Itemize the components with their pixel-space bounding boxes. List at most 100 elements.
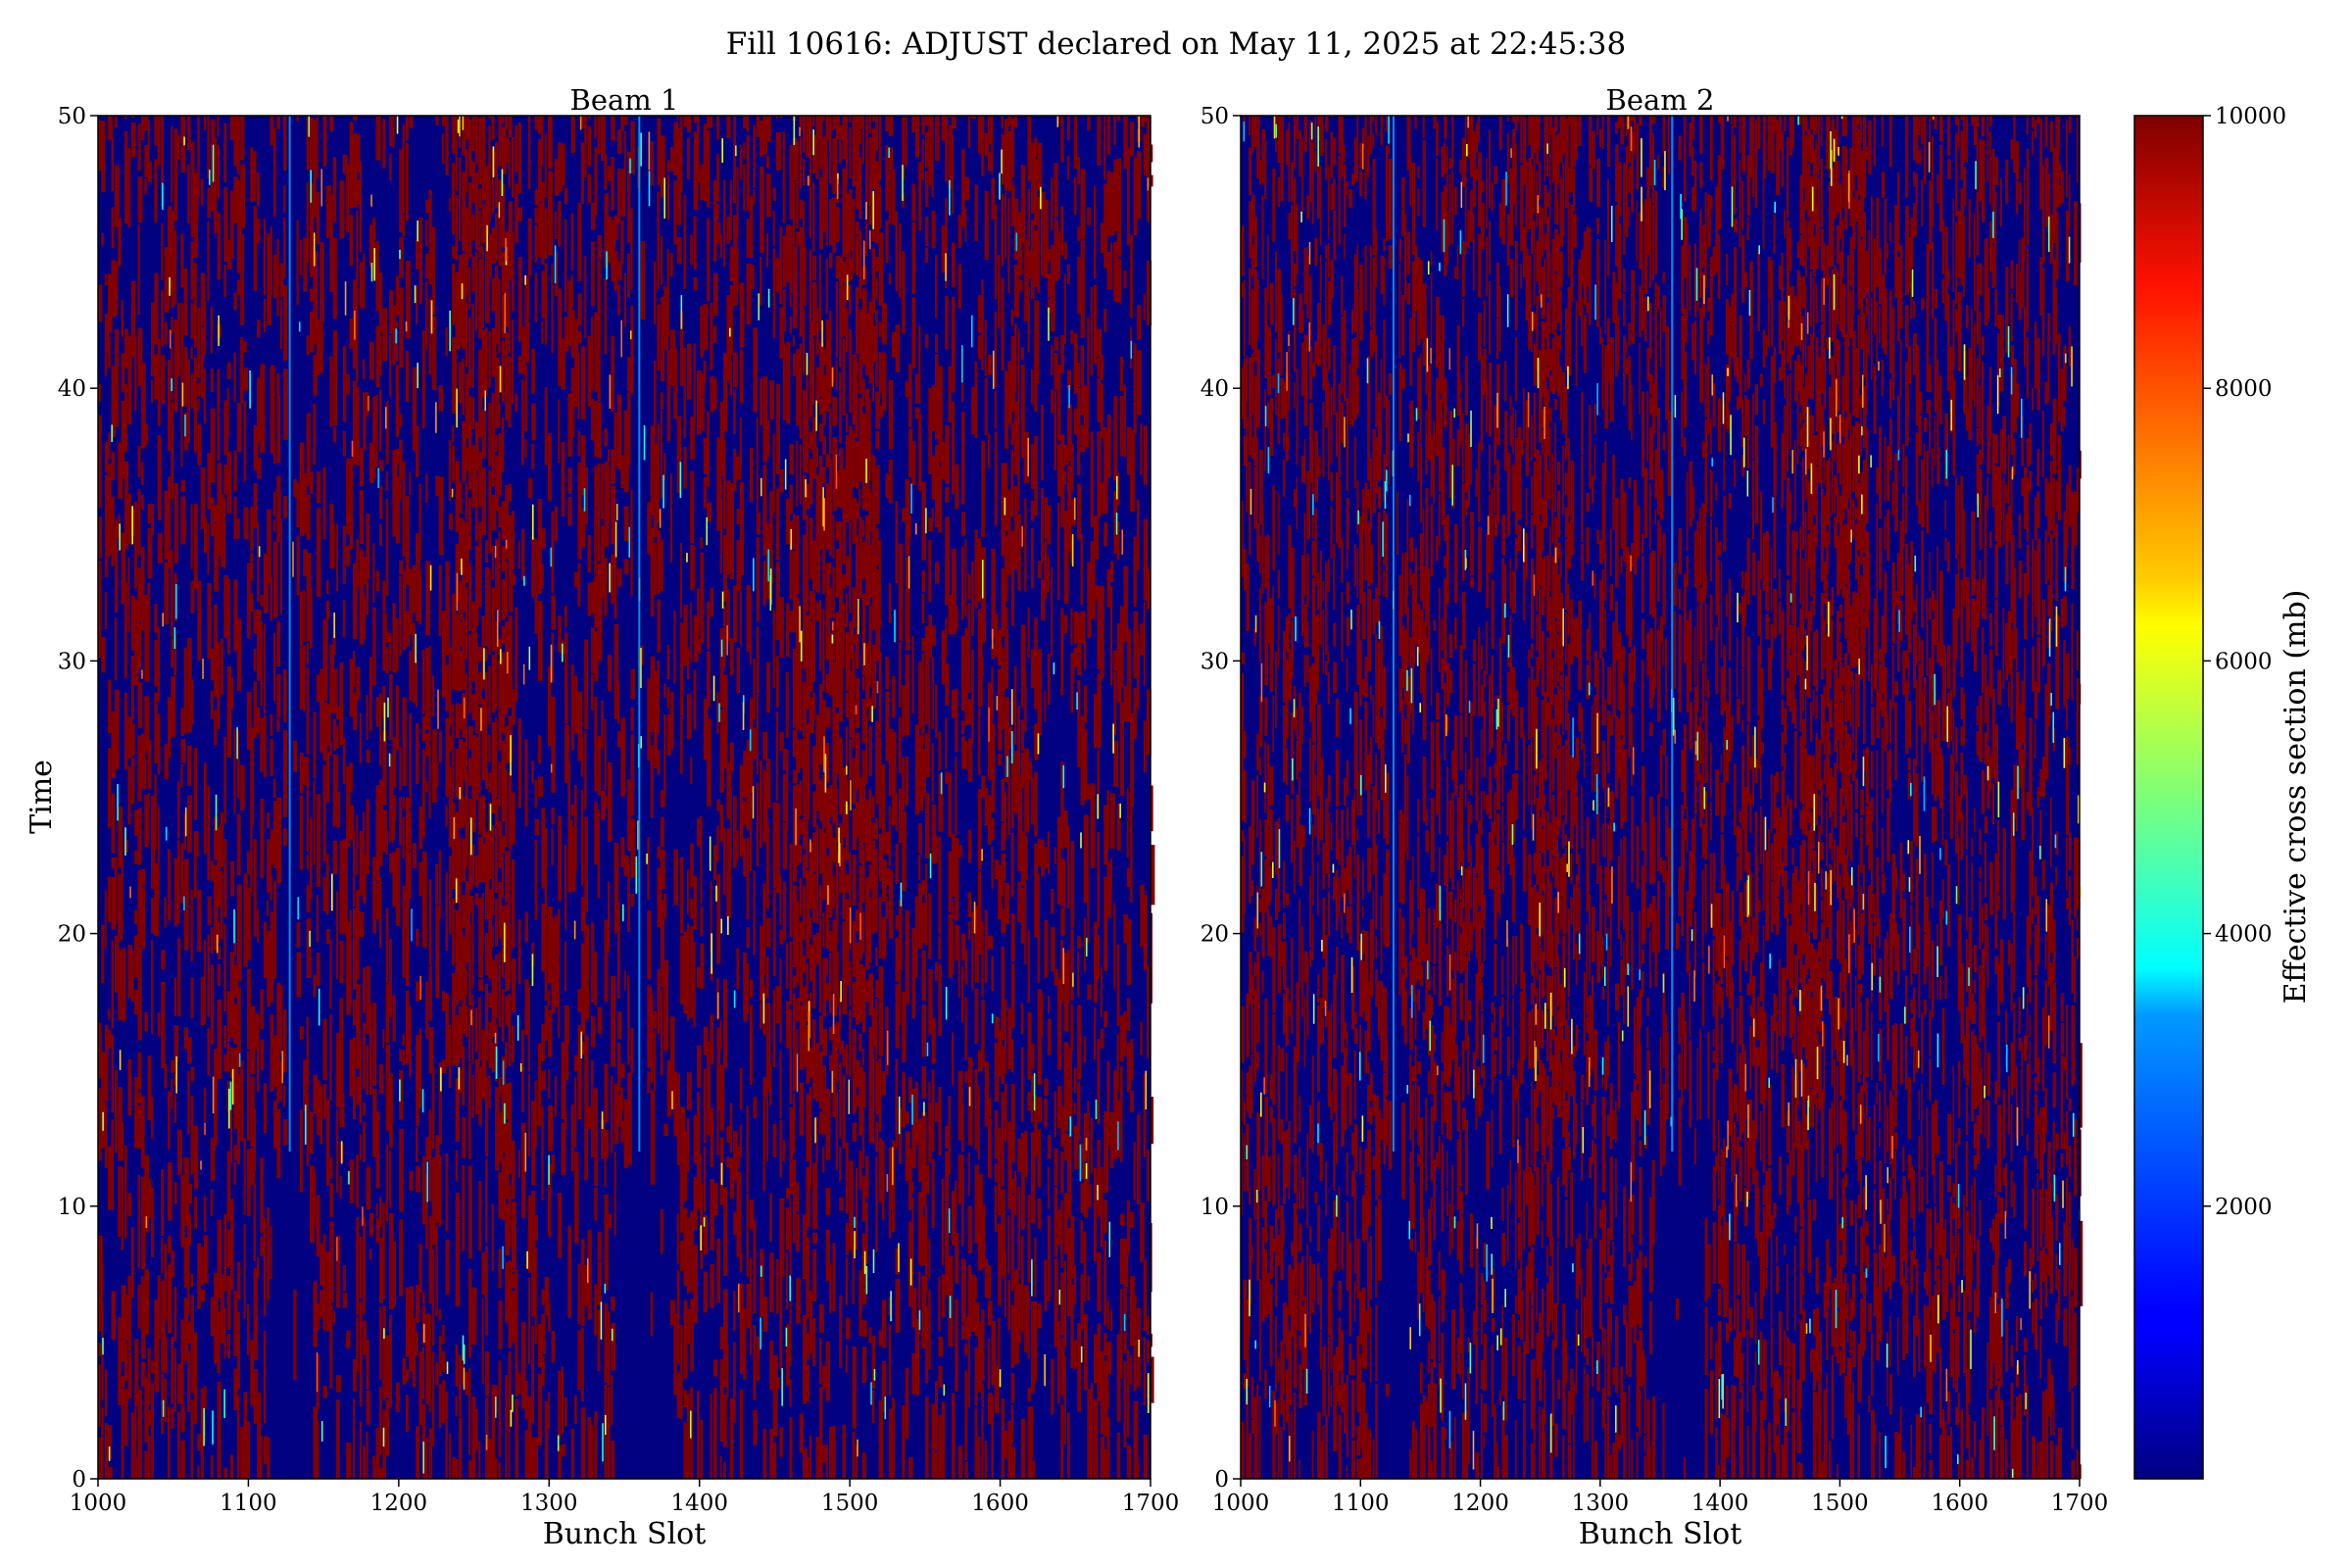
heatmap-cell bbox=[911, 183, 916, 221]
heatmap-cell bbox=[1311, 440, 1314, 538]
heatmap-cell bbox=[1346, 1375, 1348, 1457]
heatmap-cell bbox=[214, 1273, 219, 1364]
heatmap-cell bbox=[1077, 613, 1082, 675]
heatmap-cell bbox=[981, 116, 985, 176]
heatmap-cell bbox=[934, 835, 938, 864]
heatmap-cell bbox=[1375, 754, 1377, 810]
heatmap-cell bbox=[359, 1237, 363, 1298]
heatmap-cell bbox=[924, 1305, 929, 1384]
heatmap-cell bbox=[1356, 828, 1359, 841]
heatmap-cell bbox=[733, 585, 738, 643]
heatmap-cell bbox=[558, 908, 561, 957]
heatmap-cell bbox=[960, 933, 966, 961]
heatmap-cell bbox=[481, 1252, 486, 1296]
heatmap-cell bbox=[597, 736, 601, 796]
heatmap-cell bbox=[495, 620, 498, 708]
heatmap-cell bbox=[827, 885, 829, 906]
heatmap-cell bbox=[416, 363, 419, 389]
heatmap-cell bbox=[534, 839, 537, 920]
heatmap-cell bbox=[452, 116, 457, 154]
heatmap-cell bbox=[570, 213, 574, 270]
heatmap-cell bbox=[1314, 774, 1317, 837]
heatmap-cell bbox=[663, 683, 666, 699]
heatmap-cell bbox=[825, 155, 828, 246]
heatmap-cell bbox=[1451, 170, 1453, 245]
heatmap-cell bbox=[580, 1327, 584, 1402]
heatmap-cell bbox=[124, 461, 129, 549]
heatmap-cell bbox=[140, 116, 145, 141]
heatmap-cell bbox=[849, 621, 855, 660]
heatmap-cell bbox=[845, 1317, 851, 1340]
heatmap-cell bbox=[531, 1257, 536, 1317]
heatmap-cell bbox=[564, 941, 567, 992]
heatmap-cell bbox=[233, 1161, 237, 1185]
heatmap-cell bbox=[1047, 831, 1050, 874]
heatmap-cell bbox=[468, 1062, 471, 1160]
heatmap-cell bbox=[465, 728, 467, 767]
heatmap-cell bbox=[1277, 176, 1281, 208]
heatmap-cell bbox=[1380, 1118, 1384, 1140]
heatmap-cell bbox=[197, 382, 201, 397]
heatmap-cell bbox=[495, 538, 499, 610]
heatmap-cell bbox=[941, 630, 947, 685]
heatmap-cell bbox=[478, 349, 483, 438]
heatmap-cell bbox=[818, 683, 823, 765]
heatmap-cell bbox=[1010, 118, 1015, 178]
heatmap-cell bbox=[501, 652, 506, 734]
heatmap-cell bbox=[233, 1145, 239, 1160]
heatmap-cell bbox=[630, 490, 633, 551]
heatmap-cell bbox=[587, 1417, 591, 1479]
heatmap-cell bbox=[835, 454, 838, 489]
heatmap-cell bbox=[1375, 1304, 1378, 1382]
heatmap-cell bbox=[501, 740, 506, 822]
heatmap-cell bbox=[147, 582, 151, 633]
heatmap-cell bbox=[895, 914, 901, 930]
heatmap-cell bbox=[839, 372, 842, 444]
heatmap-cell bbox=[822, 435, 827, 455]
heatmap-cell bbox=[1143, 425, 1148, 485]
heatmap-cell bbox=[200, 272, 206, 326]
heatmap-cell bbox=[496, 610, 499, 648]
heatmap-cell bbox=[802, 247, 807, 306]
heatmap-cell bbox=[1250, 1245, 1253, 1262]
heatmap-cell bbox=[722, 1187, 728, 1277]
heatmap-cell bbox=[141, 669, 143, 679]
heatmap-cell bbox=[911, 1088, 916, 1168]
heatmap-cell bbox=[782, 822, 788, 870]
heatmap-cell bbox=[363, 1102, 366, 1116]
heatmap-cell bbox=[1396, 491, 1398, 556]
heatmap-cell bbox=[789, 316, 793, 334]
heatmap-cell bbox=[187, 359, 190, 443]
heatmap-cell bbox=[875, 817, 878, 840]
heatmap-cell bbox=[1126, 629, 1131, 722]
heatmap-cell bbox=[226, 1151, 231, 1222]
heatmap-cell bbox=[478, 979, 484, 992]
heatmap-cell bbox=[660, 989, 663, 1076]
heatmap-cell bbox=[1403, 990, 1407, 1045]
heatmap-cell bbox=[1054, 336, 1058, 351]
heatmap-cell bbox=[861, 1320, 867, 1338]
heatmap-cell bbox=[1300, 342, 1304, 397]
heatmap-cell bbox=[1369, 1073, 1373, 1102]
heatmap-cell bbox=[951, 1032, 955, 1085]
heatmap-cell bbox=[974, 529, 978, 609]
heatmap-cell bbox=[796, 514, 800, 595]
heatmap-cell bbox=[1285, 1052, 1288, 1122]
heatmap-cell bbox=[226, 240, 232, 270]
heatmap-cell bbox=[616, 261, 622, 280]
heatmap-cell bbox=[511, 1201, 516, 1272]
heatmap-cell bbox=[98, 1343, 102, 1356]
heatmap-cell bbox=[263, 218, 266, 296]
heatmap-cell bbox=[293, 1289, 297, 1381]
heatmap-cell bbox=[792, 180, 796, 245]
heatmap-cell bbox=[1361, 1195, 1366, 1242]
heatmap-cell bbox=[1333, 1068, 1338, 1113]
heatmap-cell bbox=[438, 476, 444, 556]
heatmap-cell bbox=[580, 1041, 586, 1054]
heatmap-cell bbox=[1080, 535, 1083, 606]
heatmap-cell bbox=[458, 837, 462, 918]
heatmap-cell bbox=[987, 433, 991, 468]
heatmap-cell bbox=[527, 1195, 532, 1273]
heatmap-cell bbox=[147, 792, 150, 844]
heatmap-cell bbox=[703, 1026, 709, 1055]
